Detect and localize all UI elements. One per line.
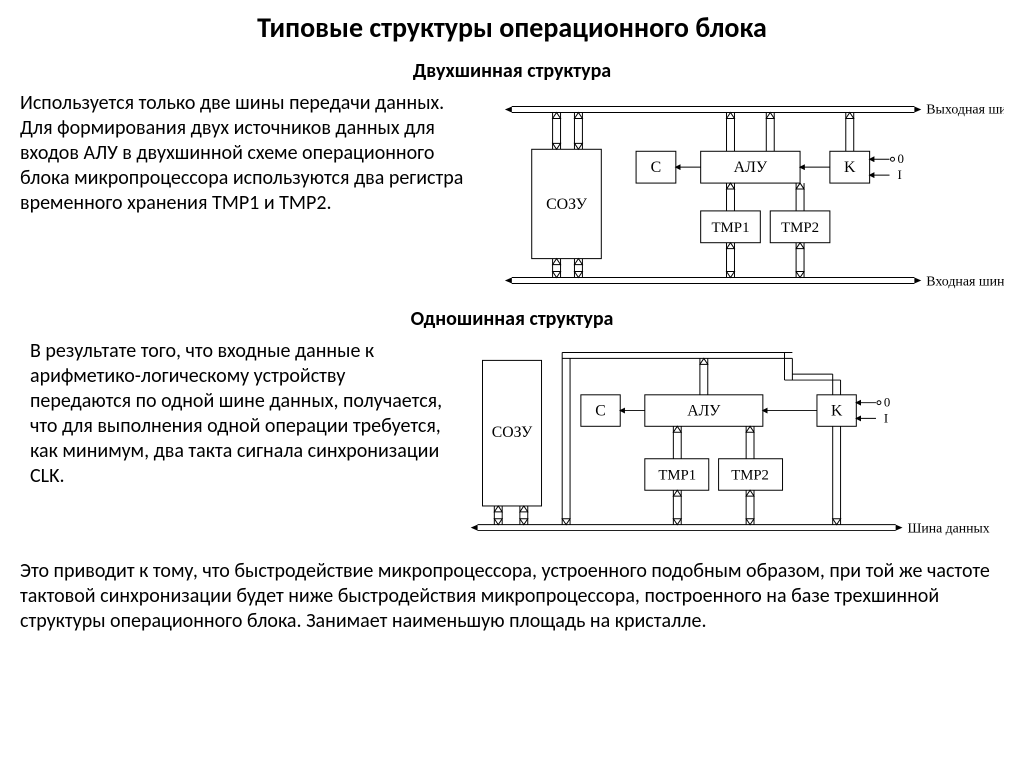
block-k: K 0 I	[830, 113, 904, 184]
section1-heading: Двухшинная структура	[20, 59, 1004, 83]
block-tmp2b: TMP2	[719, 426, 783, 524]
diagram-two-bus: Выходная шина Входная шина СОЗУ	[487, 91, 1004, 301]
data-bus: Шина данных	[471, 521, 990, 536]
svg-text:АЛУ: АЛУ	[734, 159, 768, 176]
block-alu2: АЛУ	[645, 395, 763, 426]
svg-text:АЛУ: АЛУ	[687, 402, 721, 419]
section1-paragraph: Используется только две шины передачи да…	[20, 91, 487, 216]
svg-text:TMP1: TMP1	[659, 467, 697, 483]
page-title: Типовые структуры операционного блока	[20, 10, 1004, 45]
block-tmp2: TMP2	[770, 183, 830, 277]
svg-text:K: K	[844, 159, 856, 176]
svg-text:K: K	[831, 402, 843, 419]
block-c2: C	[581, 395, 620, 426]
svg-text:0: 0	[898, 151, 904, 166]
svg-text:TMP2: TMP2	[731, 467, 769, 483]
block-alu: АЛУ	[701, 113, 800, 184]
svg-text:I: I	[884, 411, 888, 425]
svg-text:C: C	[595, 402, 605, 419]
svg-text:I: I	[898, 167, 902, 182]
section2-heading: Одношинная структура	[20, 307, 1004, 331]
output-bus-label: Выходная шина	[926, 103, 1004, 118]
block-k2: K 0 I	[817, 395, 890, 525]
input-bus-label: Входная шина	[926, 274, 1004, 289]
diagram-one-bus: Шина данных СОЗУ	[453, 339, 1004, 549]
svg-text:СОЗУ: СОЗУ	[492, 424, 533, 441]
section2-paragraph: В результате того, что входные данные к …	[20, 339, 453, 489]
svg-text:0: 0	[884, 396, 890, 410]
block-sozu2: СОЗУ	[483, 360, 542, 524]
block-tmp1b: TMP1	[645, 426, 709, 524]
input-bus: Входная шина	[505, 274, 1004, 289]
feedback-bus	[562, 353, 840, 525]
svg-text:TMP1: TMP1	[712, 220, 750, 236]
block-tmp1: TMP1	[701, 183, 761, 277]
footer-paragraph: Это приводит к тому, что быстродействие …	[20, 559, 1004, 634]
block-sozu: СОЗУ	[532, 113, 602, 278]
block-c: C	[636, 151, 676, 183]
svg-text:C: C	[651, 159, 662, 176]
svg-text:СОЗУ: СОЗУ	[546, 196, 588, 213]
data-bus-label: Шина данных	[908, 521, 990, 536]
svg-text:TMP2: TMP2	[781, 220, 819, 236]
